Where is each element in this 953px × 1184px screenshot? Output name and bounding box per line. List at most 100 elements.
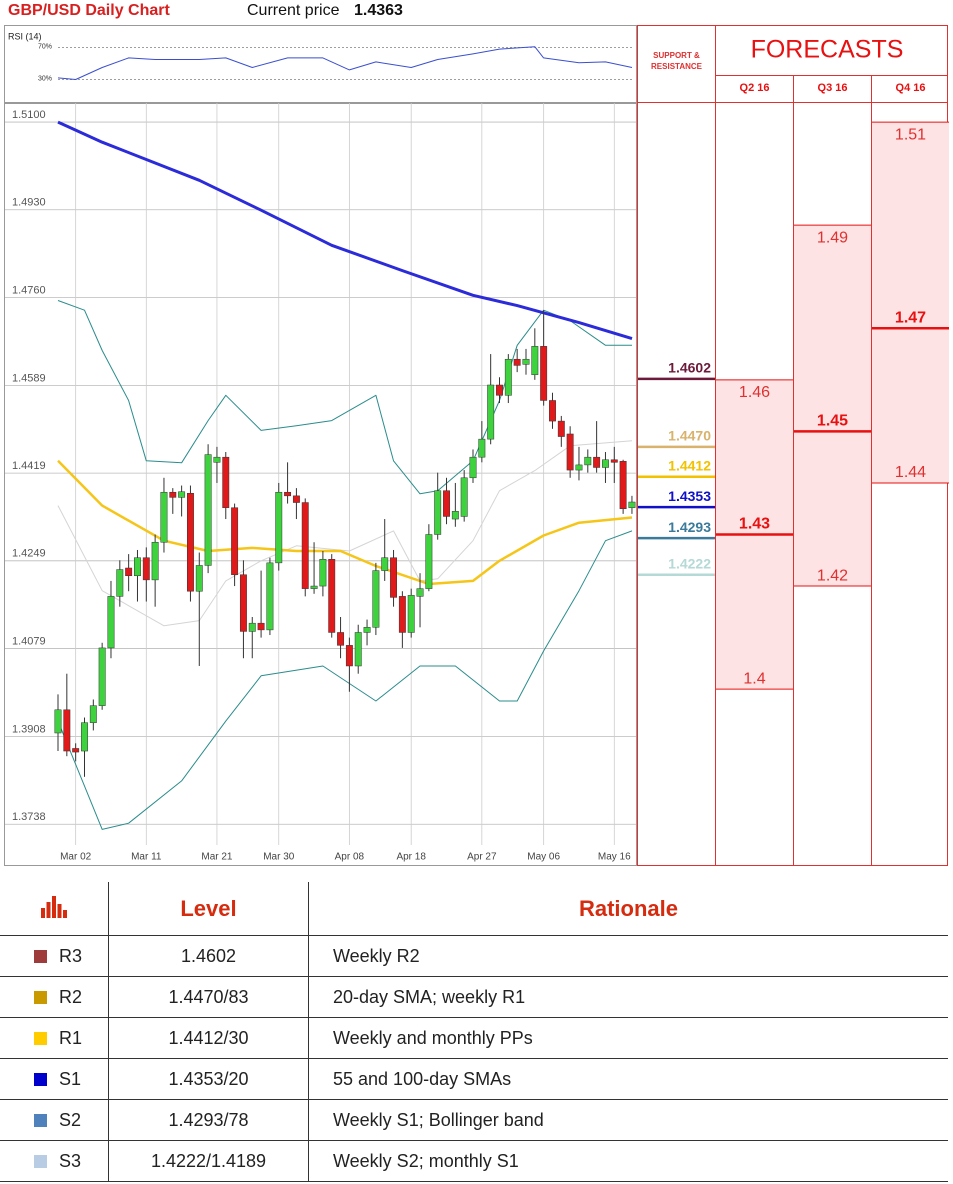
x-tick-label: Apr 08 [335, 852, 365, 863]
rsi-panel [4, 25, 637, 103]
x-tick-label: Apr 18 [396, 852, 426, 863]
y-tick-label: 1.4249 [12, 548, 46, 560]
candle-body [125, 567, 133, 577]
current-price: 1.4363 [354, 2, 403, 19]
candle-body [390, 557, 397, 598]
candle-body [266, 562, 274, 631]
level-name: S2 [59, 1109, 82, 1130]
level-cell: 1.4353/20 [108, 1058, 309, 1100]
level-name: S1 [59, 1068, 82, 1089]
level-label: 1.4293 [668, 519, 711, 535]
range-low-label: 1.44 [895, 464, 926, 481]
rationale-cell: Weekly and monthly PPs [308, 1017, 948, 1059]
candle-body [451, 511, 459, 520]
x-tick-label: Mar 11 [131, 852, 162, 863]
table-header: Level Rationale [0, 882, 948, 936]
y-tick-label: 1.4079 [12, 635, 46, 647]
candle-body [337, 632, 345, 646]
name-cell: R1 [0, 1017, 109, 1059]
candle-body [107, 596, 115, 649]
rsi-title: RSI (14) [8, 31, 42, 41]
candle-body [213, 456, 221, 463]
name-cell: S1 [0, 1058, 109, 1100]
candle-body [134, 557, 141, 577]
candle-body [407, 595, 415, 633]
candle-body [381, 557, 389, 571]
candle-body [425, 534, 433, 589]
plot-area [4, 103, 637, 866]
candle-body [195, 565, 203, 592]
candle-body [81, 722, 88, 752]
table-row: R3 1.4602 Weekly R2 [0, 935, 948, 977]
candle-body [593, 456, 601, 468]
candle-body [496, 384, 503, 396]
candle-body [540, 346, 548, 401]
target-label: 1.45 [817, 413, 848, 430]
x-tick-label: Mar 30 [263, 852, 295, 863]
candle-body [328, 559, 336, 633]
candle-body [222, 456, 230, 508]
candle-body [584, 456, 592, 466]
candle-body [602, 459, 609, 468]
level-label: 1.4470 [668, 428, 711, 444]
x-tick-label: May 16 [598, 852, 631, 863]
y-tick-label: 1.4589 [12, 372, 46, 384]
overlay-line [57, 459, 633, 586]
y-tick-label: 1.3738 [12, 811, 46, 823]
candle-body [443, 490, 450, 517]
y-tick-label: 1.5100 [12, 109, 46, 121]
y-tick-label: 1.4419 [12, 460, 46, 472]
header-cell: Rationale [308, 882, 948, 936]
chart-title: GBP/USD Daily Chart [8, 2, 170, 19]
target-label: 1.43 [739, 516, 770, 533]
candle-body [610, 459, 618, 463]
candle-body [72, 748, 80, 753]
candle-body [239, 574, 247, 632]
candle-body [151, 541, 159, 581]
level-label: 1.4412 [668, 457, 711, 473]
chart: GBP/USD Daily Chart Current price 1.4363… [4, 2, 949, 866]
color-swatch [34, 1072, 47, 1086]
overlay-line [57, 120, 633, 341]
candle-body [566, 433, 574, 471]
candle-body [98, 647, 106, 706]
color-swatch [34, 1154, 47, 1168]
price-label: Current price [247, 2, 340, 19]
overlay-line [57, 440, 633, 627]
candle-body [354, 632, 362, 667]
x-tick-label: Mar 02 [60, 852, 92, 863]
levels-table: Level Rationale R3 1.4602 Weekly R2 R2 1.447… [0, 882, 948, 1182]
candle-body [169, 491, 177, 498]
icon [41, 895, 67, 918]
table-row: S2 1.4293/78 Weekly S1; Bollinger band [0, 1099, 948, 1141]
range-high-label: 1.46 [739, 384, 770, 401]
level-label: 1.4222 [668, 555, 711, 571]
candle-body [487, 384, 495, 440]
candle-body [398, 596, 406, 633]
color-swatch [34, 990, 47, 1004]
column-header: Q3 16 [818, 82, 848, 94]
candle-body [275, 491, 283, 564]
candle-body [478, 438, 486, 458]
candle-body [619, 461, 627, 509]
level-cell: 1.4602 [108, 935, 309, 977]
rationale-cell: Weekly S1; Bollinger band [308, 1099, 948, 1141]
level-name: R1 [59, 1027, 83, 1048]
level-name: R3 [59, 945, 83, 966]
candle-body [531, 346, 539, 375]
rsi-line [57, 46, 633, 80]
level-name: S3 [59, 1150, 82, 1171]
target-label: 1.47 [895, 310, 926, 327]
column-header: Q2 16 [740, 82, 770, 94]
candle-body [284, 491, 292, 497]
header-cell: Level [108, 882, 309, 936]
table-row: S1 1.4353/20 55 and 100-day SMAs [0, 1058, 948, 1100]
y-tick-label: 1.3908 [12, 724, 46, 736]
level-cell: 1.4470/83 [108, 976, 309, 1018]
level-label: 1.4602 [668, 360, 711, 376]
y-tick-label: 70% [38, 43, 52, 50]
candle-body [575, 464, 583, 471]
y-tick-label: 1.4760 [12, 284, 46, 296]
table-body: R3 1.4602 Weekly R2 R2 1.4470/83 20-day SMA; … [0, 935, 948, 1182]
